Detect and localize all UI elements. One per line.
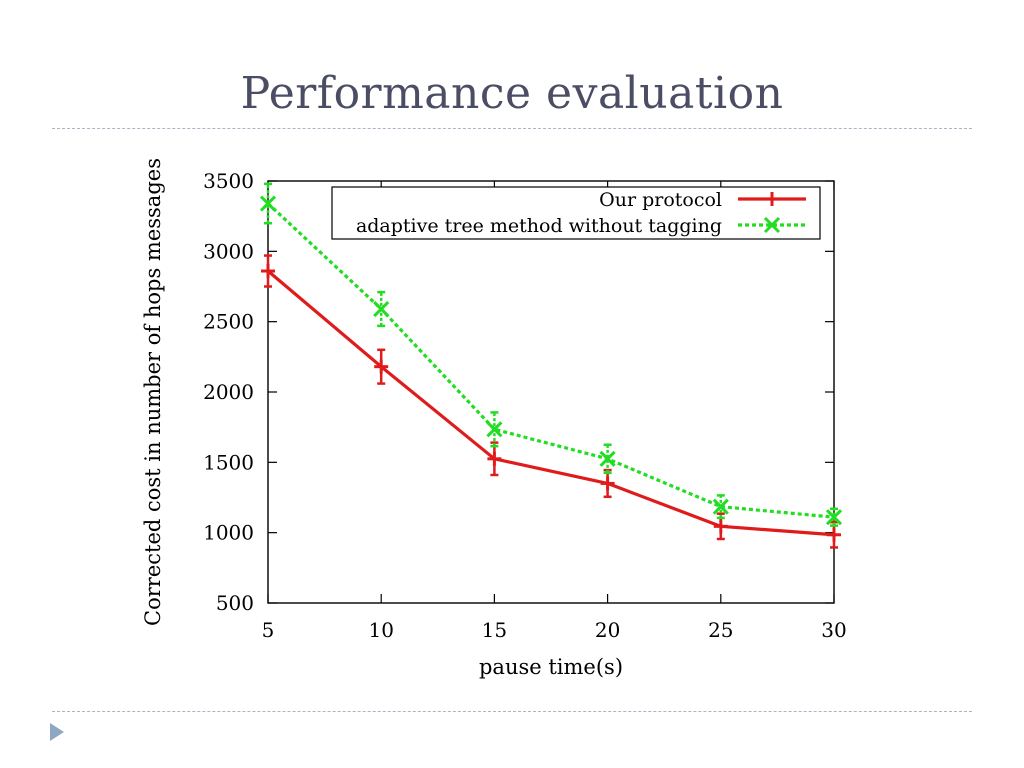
legend: Our protocol adaptive tree method withou…	[331, 186, 821, 240]
data-point-adaptive-tree	[486, 421, 503, 438]
series-line-our-protocol	[266, 269, 835, 537]
y-tick-label: 3500	[203, 169, 254, 193]
y-tick-label: 1500	[203, 450, 254, 474]
x-tick-label: 15	[482, 618, 507, 642]
slide-title: Performance evaluation	[240, 68, 784, 119]
legend-swatch-our-protocol	[738, 192, 806, 206]
data-point-adaptive-tree	[373, 300, 390, 318]
legend-box	[331, 186, 821, 240]
bullet-arrow-icon	[50, 723, 64, 741]
x-axis-label: pause time(s)	[479, 655, 623, 679]
data-point-adaptive-tree	[712, 498, 729, 515]
legend-marker-adaptive-tree	[763, 216, 781, 234]
data-point-adaptive-tree	[825, 509, 843, 526]
x-tick-label: 20	[595, 618, 620, 642]
x-tick-label: 30	[821, 618, 846, 642]
y-tick-label: 2500	[203, 310, 254, 334]
x-tick-label: 5	[262, 618, 275, 642]
series-adaptive-tree	[259, 182, 843, 527]
data-point-adaptive-tree	[599, 450, 616, 467]
y-tick-label: 2000	[203, 380, 254, 404]
title-divider	[52, 128, 972, 129]
y-tick-label: 3000	[203, 239, 254, 263]
legend-label-adaptive-tree: adaptive tree method without tagging	[356, 215, 722, 237]
y-axis-label: Corrected cost in number of hops message…	[141, 158, 165, 626]
y-tick-label: 500	[216, 591, 254, 615]
series-our-protocol	[261, 254, 841, 549]
series-line-adaptive-tree	[266, 202, 835, 519]
data-point-adaptive-tree	[259, 195, 277, 212]
legend-swatch-adaptive-tree	[738, 216, 806, 234]
x-tick-label: 10	[368, 618, 393, 642]
footer-divider	[52, 711, 972, 712]
x-tick-label: 25	[708, 618, 733, 642]
y-tick-label: 1000	[203, 521, 254, 545]
legend-label-our-protocol: Our protocol	[599, 189, 722, 211]
plot-frame	[267, 180, 835, 604]
